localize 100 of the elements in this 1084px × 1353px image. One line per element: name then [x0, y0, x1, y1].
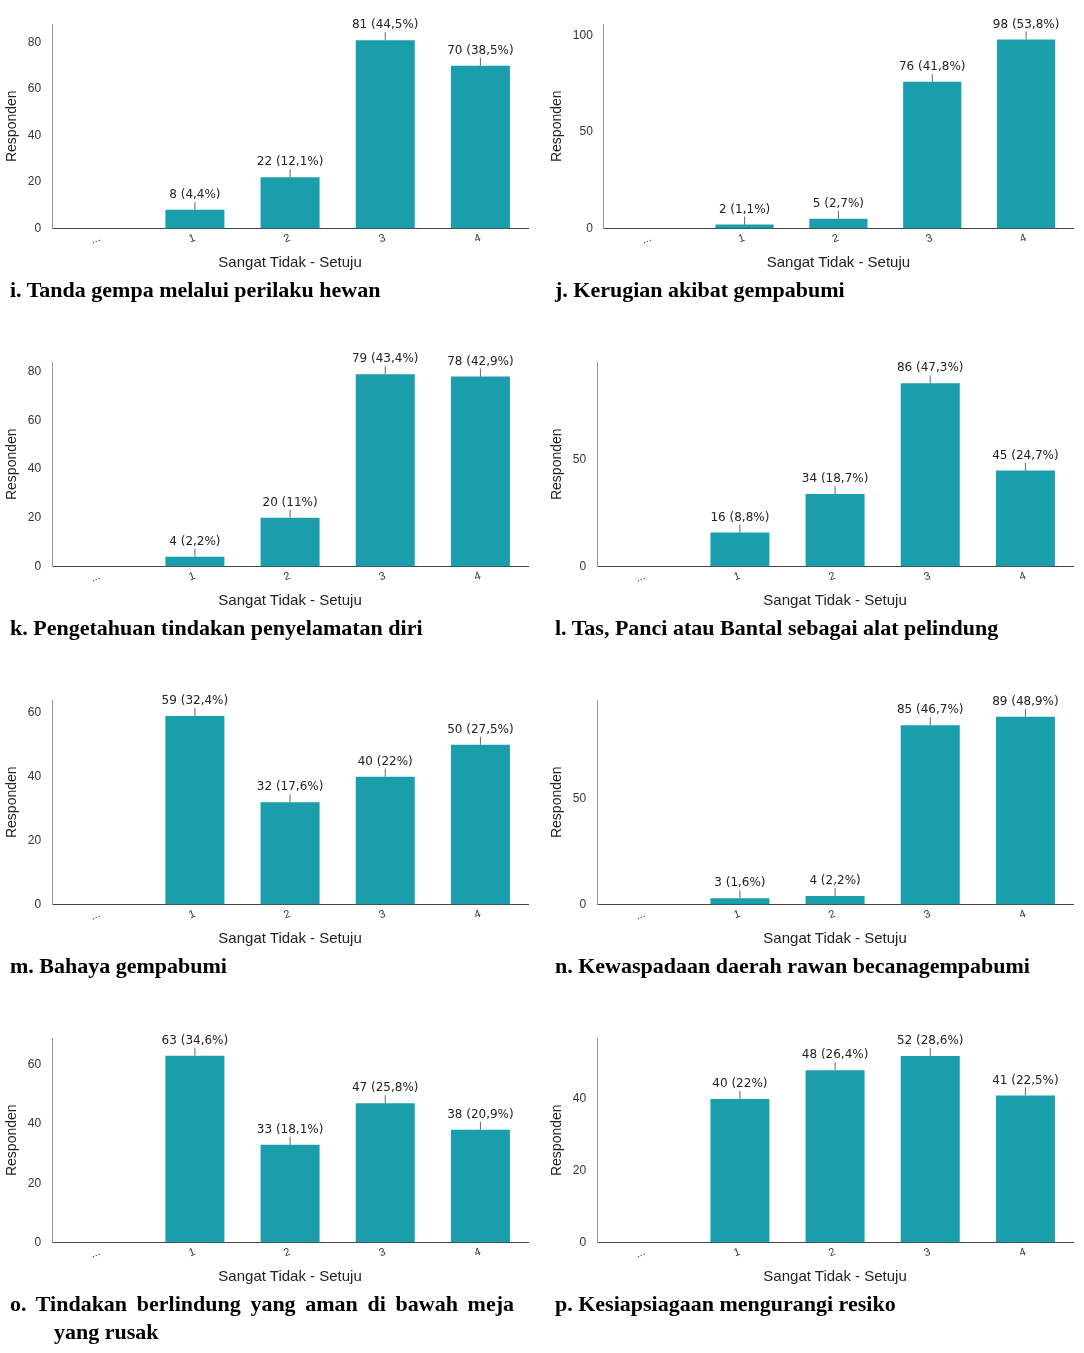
y-tick-label: 80	[27, 34, 42, 49]
text: l. Tas, Panci atau Bantal sebagai alat pelindung	[555, 614, 1000, 642]
y-tick-label: 20	[27, 832, 42, 847]
x-tick-label: ...	[88, 907, 102, 922]
x-tick-label: 4	[472, 907, 483, 921]
y-tick-label: 50	[572, 791, 587, 806]
data-label: 4 (2,2%)	[809, 873, 861, 888]
data-label: 50 (27,5%)	[447, 721, 514, 736]
y-tick-label: 20	[27, 1175, 42, 1190]
y-tick-label: 50	[579, 124, 594, 139]
x-tick-label: 1	[186, 907, 197, 921]
bar	[710, 1098, 770, 1243]
data-label: 33 (18,1%)	[256, 1121, 324, 1136]
y-axis-title: Responden	[548, 90, 565, 163]
y-tick-label: 40	[27, 1116, 42, 1131]
x-tick-label: ...	[639, 231, 653, 246]
x-tick-label: 1	[731, 907, 742, 921]
x-tick-label: 4	[1017, 231, 1028, 245]
data-label: 89 (48,9%)	[992, 693, 1059, 708]
bar	[710, 532, 770, 567]
data-label: 78 (42,9%)	[447, 353, 514, 368]
x-axis-title: Sangat Tidak - Setuju	[766, 253, 911, 271]
bar	[260, 1144, 320, 1243]
x-tick-label: 2	[281, 1245, 292, 1259]
y-axis-title: Responden	[3, 766, 20, 839]
x-tick-label: 4	[472, 231, 483, 245]
y-tick-label: 0	[579, 1234, 587, 1249]
x-axis-title: Sangat Tidak - Setuju	[218, 1267, 362, 1285]
y-tick-label: 20	[27, 510, 42, 525]
bar	[900, 1055, 960, 1243]
x-tick-label: 1	[186, 231, 197, 245]
data-label: 40 (22%)	[712, 1076, 768, 1091]
data-label: 34 (18,7%)	[801, 471, 869, 486]
text: k. Pengetahuan tindakan penyelamatan diri	[10, 614, 424, 642]
data-label: 52 (28,6%)	[896, 1033, 964, 1048]
y-tick-label: 40	[27, 461, 42, 476]
data-label: 40 (22%)	[357, 753, 413, 768]
data-label: 8 (4,4%)	[169, 187, 221, 201]
x-tick-label: 2	[826, 907, 837, 921]
x-tick-label: 4	[472, 569, 483, 583]
data-label: 86 (47,3%)	[896, 360, 964, 375]
x-tick-label: 3	[377, 231, 387, 245]
y-tick-label: 60	[27, 1056, 42, 1071]
text: j. Kerugian akibat gempabumi	[555, 276, 846, 304]
bar	[260, 517, 320, 567]
x-tick-label: 2	[281, 569, 292, 583]
y-axis-title: Responden	[548, 766, 565, 839]
x-tick-label: 2	[830, 231, 841, 245]
y-tick-label: 60	[27, 705, 42, 720]
bar	[165, 209, 225, 229]
bar	[260, 177, 320, 229]
y-axis-title: Responden	[548, 428, 565, 501]
y-axis-title: Responden	[3, 428, 20, 501]
x-tick-label: ...	[633, 907, 647, 922]
data-label: 22 (12,1%)	[256, 154, 324, 169]
x-tick-label: 3	[377, 569, 387, 583]
x-tick-label: 4	[472, 1245, 483, 1259]
text: m. Bahaya gempabumi	[10, 952, 228, 980]
bar	[995, 716, 1055, 905]
x-tick-label: ...	[88, 1245, 102, 1260]
data-label: 70 (38,5%)	[447, 42, 514, 57]
data-label: 85 (46,7%)	[896, 702, 964, 717]
x-tick-label: 2	[281, 231, 292, 245]
bar	[995, 1095, 1055, 1243]
y-tick-label: 0	[34, 220, 42, 235]
bar	[805, 494, 865, 567]
text: i. Tanda gempa melalui perilaku hewan	[10, 276, 382, 304]
bar	[996, 39, 1056, 229]
x-tick-label: 4	[1017, 569, 1028, 583]
bar	[355, 1103, 415, 1243]
data-label: 2 (1,1%)	[718, 201, 771, 216]
x-tick-label: ...	[88, 569, 102, 584]
bar	[355, 40, 415, 229]
bar	[903, 81, 962, 229]
bar	[809, 218, 868, 229]
text: o. Tindakan berlindung yang aman di bawah meja yang rusak	[10, 1290, 514, 1346]
x-axis-title: Sangat Tidak - Setuju	[763, 929, 907, 947]
x-tick-label: 1	[186, 1245, 197, 1259]
y-tick-label: 0	[34, 1234, 42, 1249]
y-tick-label: 0	[586, 220, 594, 235]
x-tick-label: 1	[731, 569, 742, 583]
data-label: 41 (22,5%)	[992, 1072, 1059, 1087]
bar	[165, 1055, 225, 1243]
x-tick-label: 2	[281, 907, 292, 921]
x-tick-label: 2	[826, 1245, 837, 1259]
x-axis-title: Sangat Tidak - Setuju	[218, 929, 362, 947]
x-tick-label: 1	[186, 569, 197, 583]
y-tick-label: 40	[27, 127, 42, 142]
bar	[450, 1129, 510, 1243]
y-tick-label: 100	[572, 27, 594, 42]
x-tick-label: 3	[924, 231, 934, 245]
y-tick-label: 80	[27, 364, 42, 379]
bar	[900, 725, 960, 905]
data-label: 79 (43,4%)	[351, 351, 419, 366]
text: n. Kewaspadaan daerah rawan becanagempabumi	[555, 952, 1031, 980]
x-tick-label: 3	[377, 907, 387, 921]
data-label: 98 (53,8%)	[992, 16, 1060, 31]
y-axis-title: Responden	[3, 90, 20, 163]
x-tick-label: 1	[731, 1245, 742, 1259]
y-tick-label: 60	[27, 81, 42, 96]
